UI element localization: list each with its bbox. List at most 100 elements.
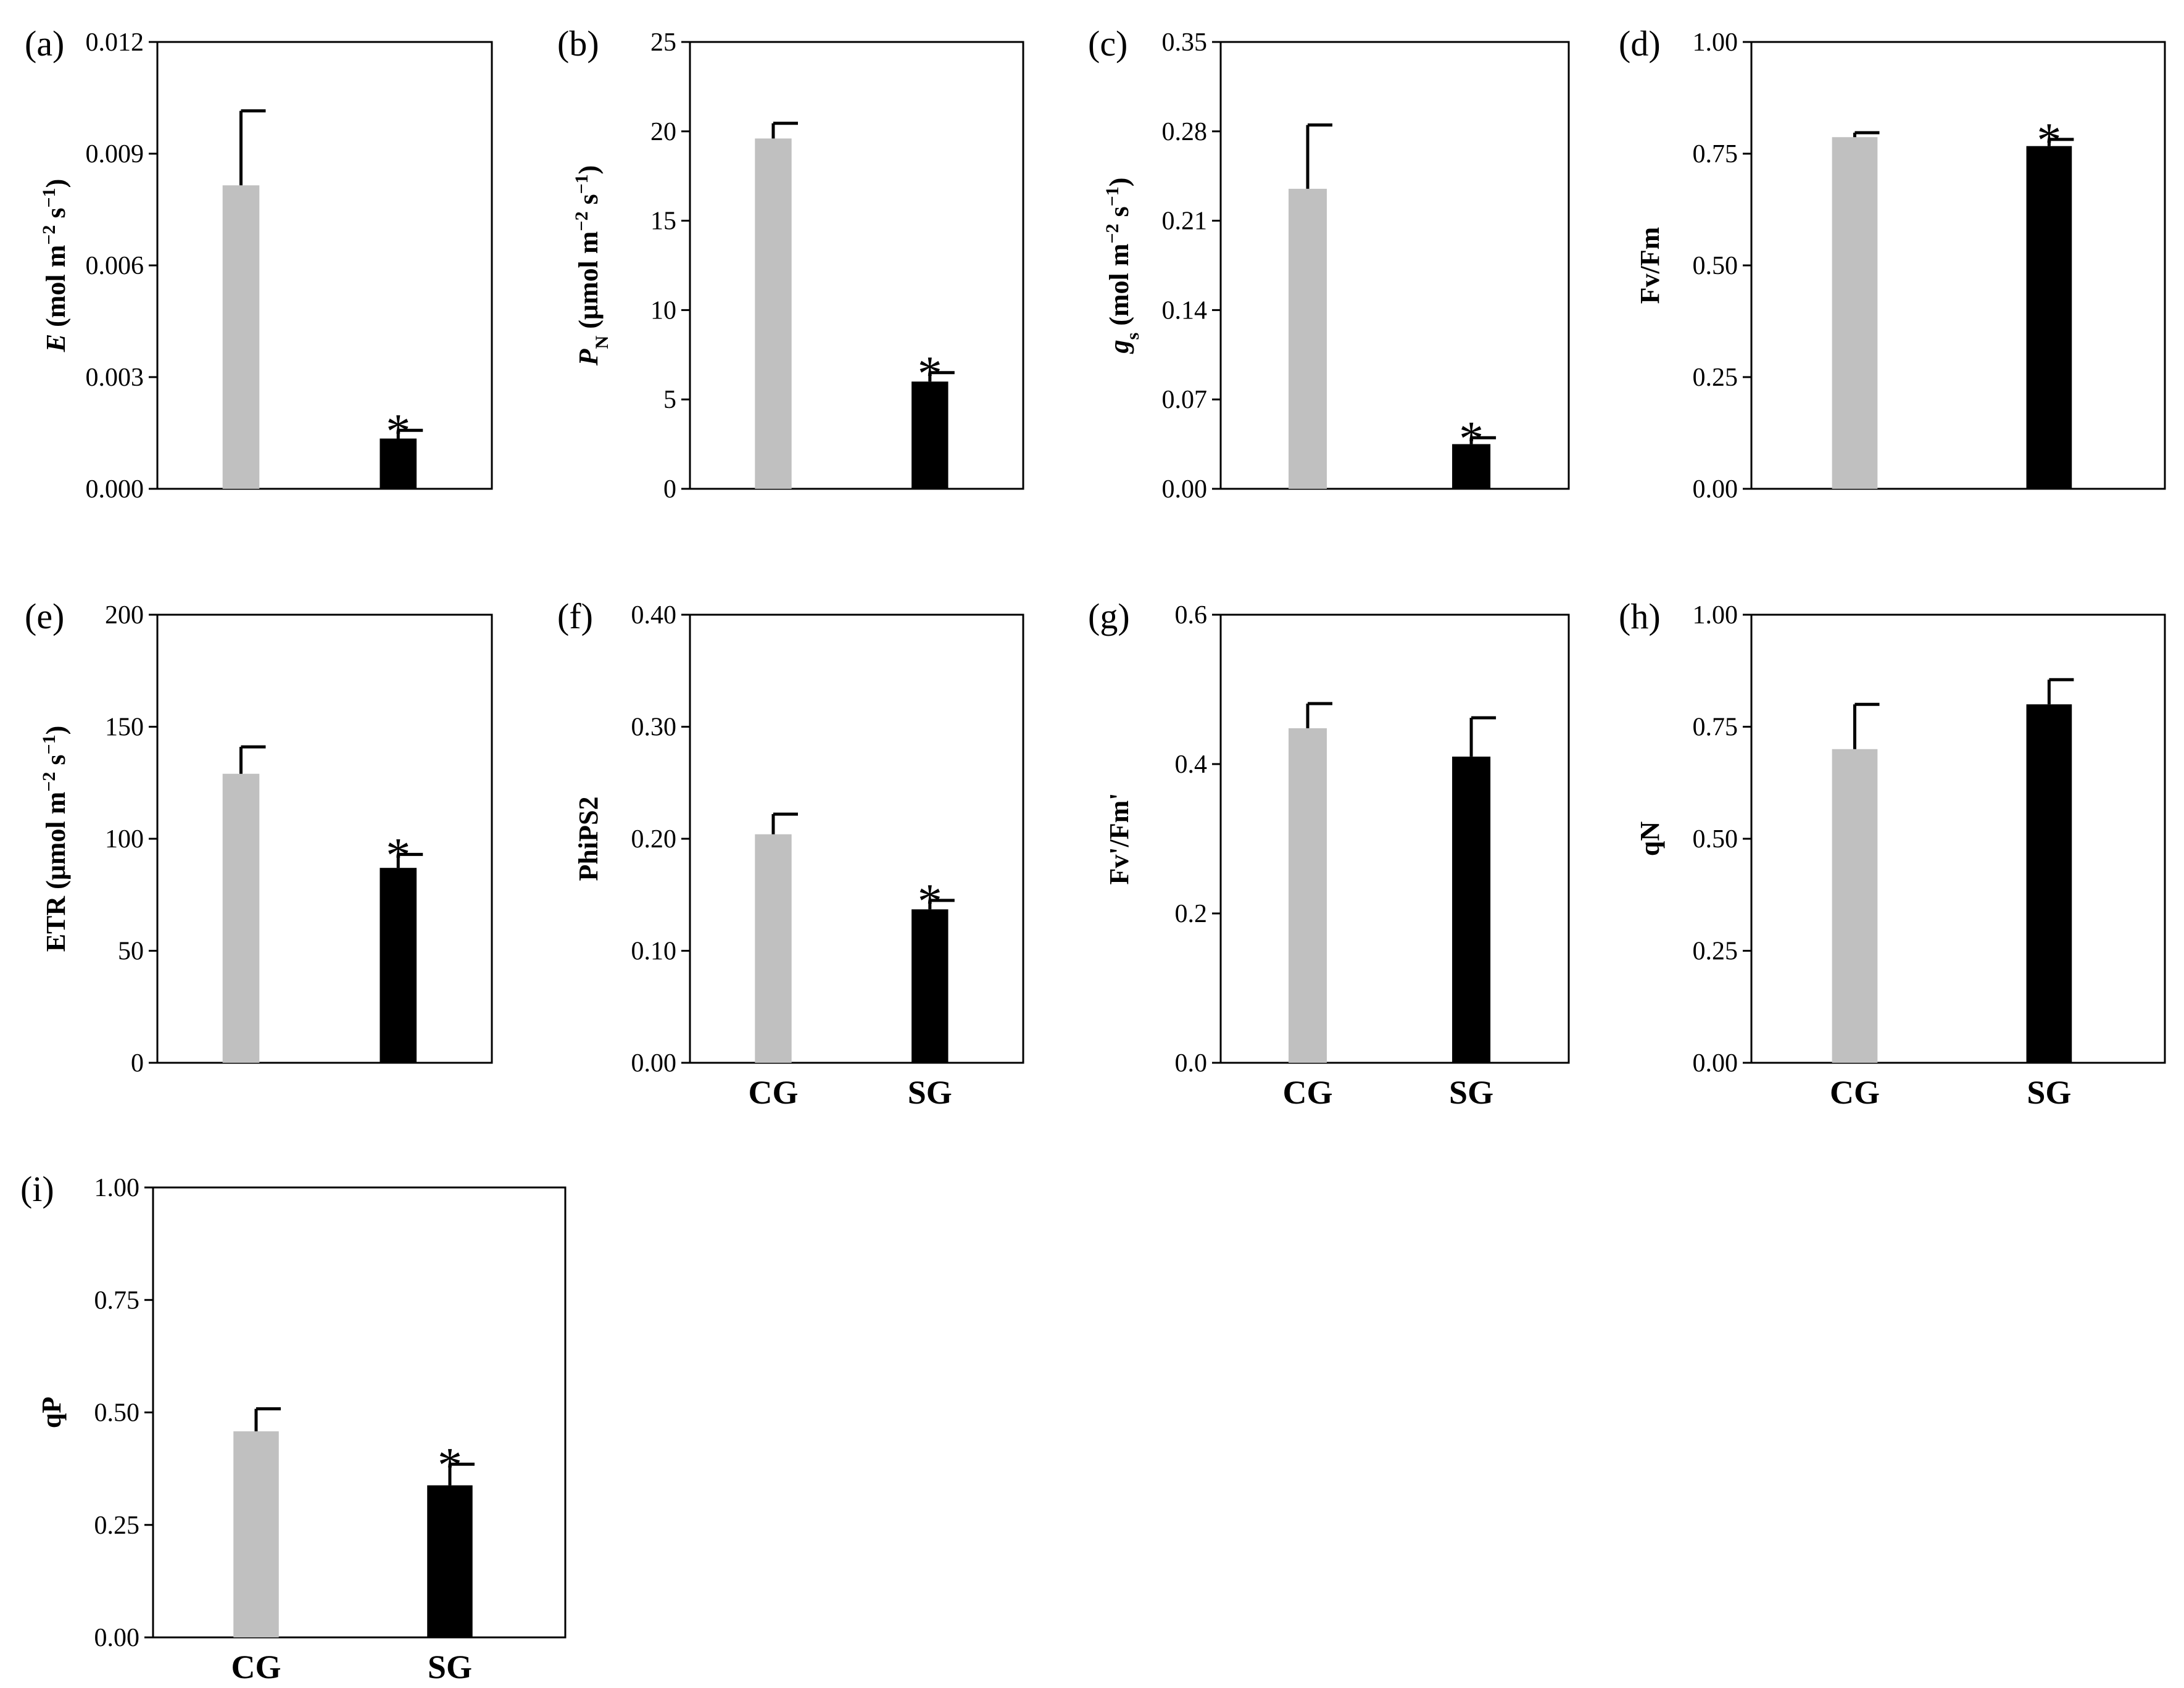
- y-axis-label: PN (μmol m−2 s−1): [571, 165, 612, 367]
- bar-sg: [911, 381, 949, 489]
- chart-panel: (c) 0.00 0.07 0.14 0.21 0.28 0.35 gs (mol m−2 s…: [1088, 23, 1570, 504]
- panel-label: (a): [25, 23, 64, 64]
- x-category-label: SG: [1449, 1074, 1493, 1111]
- y-tick-label: 200: [105, 601, 144, 630]
- panel-label: (e): [25, 596, 64, 636]
- y-axis-label: qP: [36, 1397, 67, 1428]
- y-tick-label: 0.28: [1162, 118, 1208, 146]
- y-tick-label: 0.003: [86, 364, 144, 392]
- y-axis-label: Fv/Fm: [1635, 227, 1665, 304]
- x-category-label: SG: [428, 1649, 472, 1686]
- bar-sg: [427, 1485, 473, 1637]
- x-category-label: CG: [749, 1074, 799, 1111]
- y-tick-label: 0.012: [86, 28, 144, 57]
- bar-cg: [1288, 188, 1327, 489]
- y-axis-label: PhiPS2: [573, 797, 604, 881]
- bar-sg: [1452, 444, 1491, 489]
- plot-frame: [1219, 41, 1570, 490]
- y-tick-label: 0.07: [1162, 386, 1208, 414]
- y-tick-label: 0.25: [1693, 364, 1738, 392]
- y-tick-label: 25: [650, 28, 676, 57]
- y-tick-label: 0.30: [631, 713, 677, 742]
- y-tick-label: 0.40: [631, 601, 677, 630]
- panel-label: (c): [1088, 23, 1127, 64]
- x-category-label: CG: [1830, 1074, 1880, 1111]
- bar-sg: [911, 909, 949, 1063]
- bar-cg: [755, 834, 792, 1063]
- x-category-label: CG: [1283, 1074, 1333, 1111]
- chart-panel: (i) 0.00 0.25 0.50 0.75 1.00 qP CG * SG: [20, 1169, 567, 1686]
- y-tick-label: 0.00: [631, 1049, 677, 1078]
- panel-label: (f): [557, 596, 593, 636]
- y-tick-label: 0.2: [1175, 900, 1208, 928]
- significance-marker: *: [918, 875, 942, 929]
- bar-cg: [755, 138, 792, 489]
- chart-panel: (b) 0 5 10 15 20 25 PN (μmol m−2 s−1) *: [557, 23, 1024, 504]
- y-tick-label: 0.75: [1693, 140, 1738, 168]
- plot-frame: [689, 41, 1024, 490]
- significance-marker: *: [386, 404, 410, 459]
- plot-frame: [152, 1186, 567, 1639]
- significance-marker: *: [386, 828, 410, 883]
- plot-frame: [1219, 613, 1570, 1064]
- bar-cg: [1288, 728, 1327, 1063]
- y-tick-label: 150: [105, 713, 144, 742]
- y-tick-label: 0.35: [1162, 28, 1208, 57]
- y-tick-label: 0.50: [1693, 825, 1738, 854]
- y-tick-label: 0.00: [94, 1624, 140, 1652]
- y-axis-label: qN: [1635, 821, 1665, 856]
- y-tick-label: 0: [131, 1049, 144, 1078]
- panel-label: (g): [1088, 596, 1130, 636]
- y-axis-label: ETR (μmol m−2 s−1): [39, 726, 72, 952]
- significance-marker: *: [918, 347, 942, 401]
- bar-cg: [1832, 749, 1878, 1063]
- x-category-label: CG: [231, 1649, 281, 1686]
- chart-panel: (e) 0 50 100 150 200 ETR (μmol m−2 s−1) *: [25, 596, 493, 1078]
- bar-sg: [1452, 756, 1491, 1063]
- y-tick-label: 0: [663, 475, 676, 504]
- y-tick-label: 0.00: [1693, 1049, 1738, 1078]
- y-tick-label: 0.25: [1693, 938, 1738, 966]
- plot-frame: [1750, 613, 2166, 1064]
- y-tick-label: 0.50: [94, 1399, 140, 1428]
- panel-label: (d): [1619, 23, 1661, 64]
- y-tick-label: 0.6: [1175, 601, 1208, 630]
- y-tick-label: 0.14: [1162, 296, 1208, 325]
- y-tick-label: 1.00: [1693, 28, 1738, 57]
- y-tick-label: 0.0: [1175, 1049, 1208, 1078]
- bar-sg: [2026, 146, 2072, 489]
- bar-sg: [380, 438, 417, 489]
- y-tick-label: 100: [105, 825, 144, 854]
- panel-label: (h): [1619, 596, 1661, 636]
- y-tick-label: 50: [118, 938, 144, 966]
- y-tick-label: 0.00: [1693, 475, 1738, 504]
- bar-cg: [222, 185, 260, 489]
- y-tick-label: 15: [650, 207, 676, 236]
- chart-panel: (d) 0.00 0.25 0.50 0.75 1.00 Fv/Fm *: [1619, 23, 2166, 504]
- chart-panel: (a) 0.000 0.003 0.006 0.009 0.012 E (mol m−2 s…: [25, 23, 493, 504]
- plot-frame: [1750, 41, 2166, 490]
- y-tick-label: 0.75: [94, 1286, 140, 1315]
- y-tick-label: 0.21: [1162, 207, 1208, 236]
- y-tick-label: 0.50: [1693, 252, 1738, 280]
- y-tick-label: 0.006: [86, 252, 144, 280]
- y-tick-label: 0.000: [86, 475, 144, 504]
- y-axis-label: gs (mol m−2 s−1): [1102, 178, 1143, 354]
- panel-label: (b): [557, 23, 599, 64]
- significance-marker: *: [438, 1438, 462, 1492]
- y-tick-label: 0.4: [1175, 750, 1208, 779]
- plot-frame: [689, 613, 1024, 1064]
- plot-frame: [156, 613, 493, 1064]
- panel-label: (i): [20, 1169, 54, 1209]
- y-tick-label: 0.20: [631, 825, 677, 854]
- y-tick-label: 10: [650, 296, 676, 325]
- significance-marker: *: [1459, 412, 1484, 466]
- x-category-label: SG: [2027, 1074, 2071, 1111]
- y-tick-label: 1.00: [1693, 601, 1738, 630]
- y-tick-label: 0.009: [86, 140, 144, 168]
- y-axis-label: E (mol m−2 s−1): [39, 179, 72, 353]
- significance-marker: *: [2037, 114, 2061, 168]
- y-tick-label: 0.10: [631, 938, 677, 966]
- bar-cg: [1832, 137, 1878, 489]
